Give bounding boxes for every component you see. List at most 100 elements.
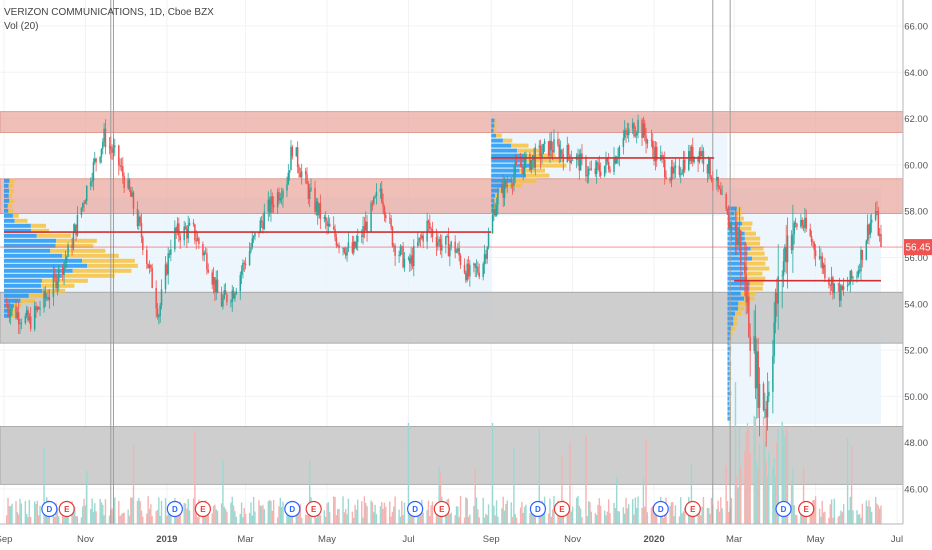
candle-body[interactable] — [216, 279, 219, 294]
candle-body[interactable] — [804, 217, 806, 228]
candle-body[interactable] — [441, 244, 443, 251]
candle-body[interactable] — [678, 165, 681, 175]
candle-body[interactable] — [223, 290, 225, 299]
candle-body[interactable] — [360, 236, 363, 237]
candle-body[interactable] — [738, 230, 741, 238]
candle-body[interactable] — [316, 201, 319, 216]
candle-body[interactable] — [870, 219, 873, 223]
dividend-badge[interactable] — [166, 500, 183, 518]
candle-body[interactable] — [296, 147, 299, 168]
candle-body[interactable] — [740, 230, 742, 263]
candle-body[interactable] — [782, 261, 785, 276]
candle-body[interactable] — [513, 174, 515, 186]
candle-body[interactable] — [637, 119, 639, 133]
candle-body[interactable] — [681, 172, 683, 175]
candle-body[interactable] — [318, 203, 320, 216]
candle-body[interactable] — [235, 291, 238, 294]
candle-body[interactable] — [267, 199, 270, 212]
candle-body[interactable] — [411, 255, 414, 267]
candle-body[interactable] — [813, 242, 815, 251]
candle-body[interactable] — [718, 187, 721, 189]
candle-body[interactable] — [495, 204, 498, 216]
candle-body[interactable] — [860, 249, 862, 272]
candle-body[interactable] — [757, 351, 759, 408]
candle-body[interactable] — [132, 192, 135, 209]
candle-body[interactable] — [63, 262, 65, 275]
candle-body[interactable] — [627, 128, 630, 136]
candle-body[interactable] — [857, 270, 860, 277]
candle-body[interactable] — [418, 237, 420, 243]
candle-body[interactable] — [16, 312, 19, 319]
candle-body[interactable] — [151, 267, 153, 288]
candle-body[interactable] — [595, 162, 598, 174]
candle-body[interactable] — [837, 283, 840, 285]
candle-body[interactable] — [272, 204, 275, 208]
candle-body[interactable] — [502, 183, 504, 198]
candle-body[interactable] — [877, 211, 880, 236]
candle-body[interactable] — [379, 188, 382, 192]
candle-body[interactable] — [812, 241, 814, 243]
candle-body[interactable] — [635, 132, 638, 136]
candle-body[interactable] — [103, 128, 105, 143]
candle-body[interactable] — [821, 256, 823, 269]
candle-body[interactable] — [878, 233, 881, 236]
candle-body[interactable] — [567, 144, 570, 155]
candle-body[interactable] — [57, 267, 60, 282]
candle-body[interactable] — [777, 276, 779, 304]
candle-body[interactable] — [547, 141, 550, 156]
candle-body[interactable] — [251, 238, 254, 248]
candle-body[interactable] — [486, 247, 488, 259]
candle-body[interactable] — [95, 158, 97, 163]
candle-body[interactable] — [24, 315, 27, 323]
candle-body[interactable] — [102, 142, 104, 149]
candle-body[interactable] — [399, 246, 402, 256]
candle-body[interactable] — [848, 283, 850, 286]
candle-body[interactable] — [623, 130, 626, 138]
candle-body[interactable] — [577, 154, 579, 156]
candle-body[interactable] — [539, 145, 542, 159]
candle-body[interactable] — [841, 285, 844, 290]
candle-body[interactable] — [114, 145, 116, 148]
candle-body[interactable] — [790, 235, 793, 251]
candle-body[interactable] — [689, 151, 691, 162]
candle-body[interactable] — [465, 272, 467, 281]
candle-body[interactable] — [15, 306, 17, 319]
candlesticks[interactable] — [5, 114, 882, 447]
candle-body[interactable] — [842, 286, 845, 290]
candle-body[interactable] — [64, 259, 67, 263]
candle-body[interactable] — [80, 207, 83, 216]
candle-body[interactable] — [338, 245, 340, 249]
candle-body[interactable] — [671, 166, 674, 174]
candle-body[interactable] — [204, 252, 207, 254]
candle-body[interactable] — [613, 157, 615, 173]
candle-body[interactable] — [856, 276, 858, 278]
candle-body[interactable] — [92, 161, 95, 181]
earnings-badge[interactable] — [684, 500, 701, 518]
candle-body[interactable] — [426, 220, 428, 242]
candle-body[interactable] — [478, 272, 480, 277]
candle-body[interactable] — [720, 188, 722, 195]
candle-body[interactable] — [474, 263, 476, 268]
candle-body[interactable] — [99, 156, 101, 163]
candle-body[interactable] — [314, 187, 316, 212]
candle-body[interactable] — [466, 263, 468, 281]
candle-body[interactable] — [179, 236, 181, 241]
candle-body[interactable] — [493, 209, 495, 215]
candle-body[interactable] — [674, 165, 677, 168]
candle-body[interactable] — [469, 264, 471, 277]
candle-body[interactable] — [805, 217, 807, 229]
candle-body[interactable] — [557, 139, 559, 145]
candle-body[interactable] — [306, 174, 308, 185]
candle-body[interactable] — [86, 185, 88, 201]
candle-body[interactable] — [268, 199, 271, 213]
candle-body[interactable] — [709, 157, 711, 178]
candle-body[interactable] — [84, 200, 87, 204]
candle-body[interactable] — [431, 229, 434, 237]
candle-body[interactable] — [578, 154, 581, 171]
candle-body[interactable] — [589, 168, 591, 170]
candle-body[interactable] — [607, 161, 610, 170]
candle-body[interactable] — [447, 235, 450, 257]
candle-body[interactable] — [511, 185, 514, 186]
candle-body[interactable] — [212, 277, 215, 285]
candle-body[interactable] — [822, 264, 825, 269]
